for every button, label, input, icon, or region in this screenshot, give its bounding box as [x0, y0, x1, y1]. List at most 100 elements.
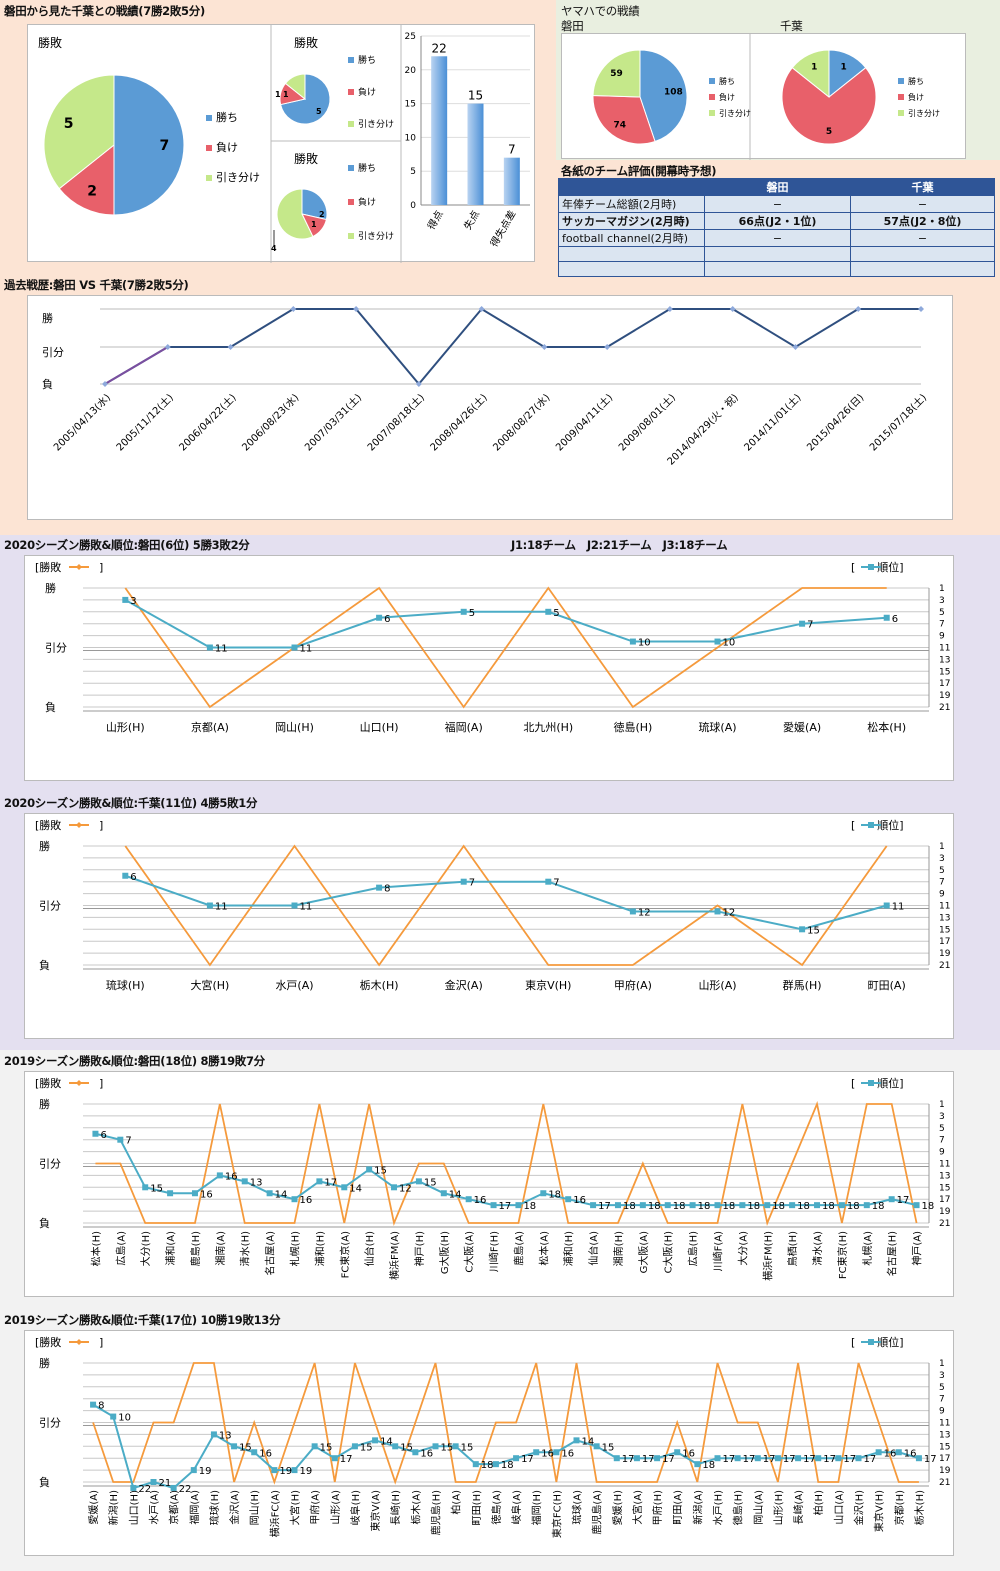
legend-rank-marker	[868, 1339, 874, 1345]
eval-cell	[558, 246, 705, 262]
history-marker	[353, 306, 360, 312]
opponent-label: 札幌(H)	[289, 1231, 302, 1266]
pie-slice	[639, 49, 688, 143]
rank-data-label: 17	[823, 1454, 836, 1465]
legend-swatch	[898, 78, 904, 84]
opponent-label: 神戸(A)	[911, 1231, 924, 1266]
pie-data-label: 5	[826, 127, 832, 137]
pie-data-label: 4	[271, 244, 277, 253]
rank-marker	[774, 1455, 781, 1462]
top-title: 磐田から見た千葉との戦績(7勝2敗5分)	[4, 4, 205, 18]
yamaha-title: ヤマハでの戦績	[561, 4, 640, 18]
opponent-label: 琉球(H)	[208, 1490, 221, 1525]
legend-swatch	[709, 110, 715, 116]
opponent-label: 大宮(H)	[289, 1490, 302, 1525]
rank-data-label: 16	[884, 1448, 897, 1459]
rank-data-label: 18	[481, 1460, 494, 1471]
y-axis-rank-label: 21	[939, 1478, 950, 1488]
opponent-label: 水戸(A)	[149, 1490, 161, 1525]
opponent-label: 琉球(A)	[698, 720, 736, 734]
yamaha-iwata-label: 磐田	[561, 19, 584, 33]
rank-marker	[553, 1449, 560, 1456]
rank-marker	[271, 1467, 278, 1474]
eval-table: 磐田 千葉 年俸チーム総額(2月時) − − サッカーマガジン(2月時) 66点(J2・…	[558, 178, 995, 277]
y-axis-rank-label: 1	[939, 584, 945, 594]
rank-marker	[465, 1196, 472, 1203]
y-axis-result-label: 引分	[39, 1157, 61, 1171]
y-axis-rank-label: 5	[939, 608, 945, 618]
history-title: 過去戦歴:磐田 VS 千葉(7勝2敗5分)	[4, 278, 189, 292]
rank-data-label: 16	[561, 1448, 574, 1459]
rank-data-label: 6	[100, 1130, 106, 1141]
opponent-label: 大宮(H)	[190, 978, 229, 992]
legend-rank-marker	[868, 1080, 874, 1086]
history-marker	[102, 381, 108, 387]
y-axis-rank-label: 5	[939, 866, 945, 876]
pie-title: 勝敗	[38, 35, 62, 50]
rank-data-label: 11	[300, 644, 313, 655]
rank-marker	[664, 1202, 671, 1209]
history-marker	[792, 344, 799, 350]
rank-data-label: 14	[349, 1183, 362, 1194]
eval-cell: サッカーマガジン(2月時)	[558, 212, 705, 230]
rank-data-label: 10	[118, 1413, 131, 1424]
rank-marker	[472, 1461, 479, 1468]
eval-header-iwata: 磐田	[704, 178, 851, 196]
rank-marker	[533, 1449, 540, 1456]
rank-marker	[515, 1202, 522, 1209]
legend-swatch	[348, 165, 354, 171]
history-panel: 勝引分負 2005/04/13(水) 2005/11/12(土) 2006/04/22…	[27, 295, 953, 520]
opponent-label: 琉球(H)	[106, 978, 145, 992]
rank-data-label: 7	[807, 620, 813, 631]
pie-data-label: 2	[319, 210, 325, 219]
rank-marker	[734, 1455, 741, 1462]
rank-data-label: 5	[469, 608, 475, 619]
rank-marker	[191, 1190, 198, 1197]
y-axis-result-label: 勝	[39, 1356, 50, 1370]
legend-result: [勝敗	[35, 560, 61, 574]
opponent-label: 水戸(H)	[713, 1490, 725, 1525]
bar	[467, 103, 484, 205]
rank-data-label: 16	[541, 1448, 554, 1459]
rank-data-label: 15	[461, 1442, 474, 1453]
opponent-label: 町田(H)	[472, 1490, 483, 1525]
opponent-label: 岡山(H)	[249, 1490, 261, 1525]
legend-label: 負け	[719, 92, 735, 102]
rank-data-label: 18	[847, 1201, 860, 1212]
y-axis-rank-label: 5	[939, 1383, 945, 1393]
opponent-label: 大分(H)	[139, 1231, 152, 1266]
y-axis-rank-label: 9	[939, 890, 945, 900]
rank-data-label: 14	[449, 1189, 462, 1200]
rank-marker	[351, 1443, 358, 1450]
date-label: 2007/03/31(土)	[302, 391, 365, 454]
y-axis-rank-label: 7	[939, 1395, 945, 1405]
rank-marker	[490, 1202, 497, 1209]
opponent-label: G大阪(H)	[438, 1231, 451, 1274]
opponent-label: 愛媛(A)	[783, 720, 821, 734]
rank-data-label: 13	[250, 1177, 263, 1188]
opponent-label: 福岡(A)	[188, 1490, 201, 1525]
legend-result: [勝敗	[35, 1335, 61, 1349]
history-marker	[415, 381, 422, 387]
y-axis-rank-label: 9	[939, 1407, 945, 1417]
rank-marker	[895, 1449, 902, 1456]
rank-marker	[654, 1455, 661, 1462]
rank-data-label: 18	[922, 1201, 935, 1212]
opponent-label: 浦和(H)	[562, 1231, 575, 1266]
rank-marker	[795, 1455, 802, 1462]
bar-value-label: 15	[468, 89, 483, 103]
opponent-label: 愛媛(A)	[87, 1490, 100, 1525]
rank-marker	[814, 1202, 821, 1209]
opponent-label: 福岡(A)	[445, 720, 483, 734]
opponent-label: 岐阜(H)	[349, 1490, 362, 1525]
history-marker	[478, 306, 485, 312]
rank-data-label: 6	[130, 872, 136, 883]
s2019-chiba-title: 2019シーズン勝敗&順位:千葉(17位) 10勝19敗13分	[4, 1313, 281, 1327]
league-note: J1:18チーム J2:21チーム J3:18チーム	[511, 538, 728, 552]
bar-category-label: 得点	[425, 209, 445, 232]
legend-label: 勝ち	[719, 76, 735, 86]
result-line	[95, 1100, 918, 1227]
rank-data-label: 15	[441, 1442, 454, 1453]
pie-data-label: 1	[841, 63, 847, 73]
